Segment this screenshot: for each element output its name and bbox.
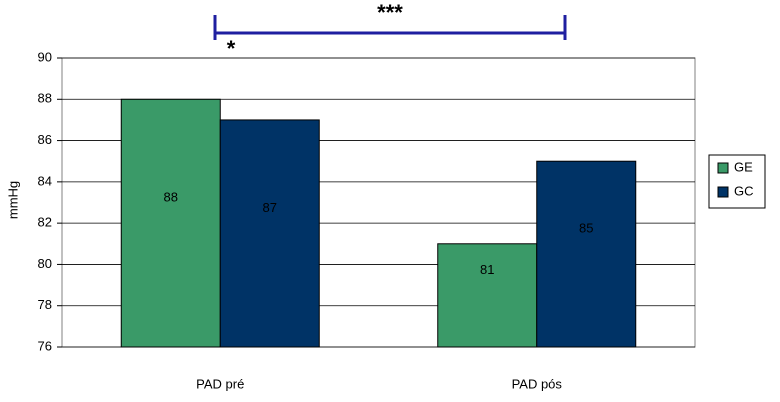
- y-tick-label: 86: [38, 132, 52, 147]
- y-tick-label: 90: [38, 49, 52, 64]
- annotation: ***: [377, 0, 403, 25]
- legend-label: GC: [734, 183, 754, 198]
- y-tick-label: 82: [38, 215, 52, 230]
- value-label: 81: [480, 262, 494, 277]
- y-tick-label: 80: [38, 256, 52, 271]
- bar: [120, 98, 221, 348]
- y-axis-label: mmHg: [5, 181, 20, 219]
- value-label: 88: [164, 190, 178, 205]
- y-tick-label: 84: [38, 173, 52, 188]
- annotation: *: [227, 36, 236, 61]
- bar: [437, 243, 538, 348]
- bar: [536, 160, 637, 348]
- x-tick-label: PAD pós: [512, 376, 563, 391]
- bracket-overall: [213, 15, 567, 40]
- value-label: 85: [579, 221, 593, 236]
- x-tick-label: PAD pré: [196, 376, 244, 391]
- bar: [219, 119, 320, 348]
- y-tick-label: 88: [38, 91, 52, 106]
- legend-swatch: [717, 162, 729, 174]
- legend-label: GE: [734, 159, 753, 174]
- y-tick-label: 78: [38, 297, 52, 312]
- y-tick-label: 76: [38, 338, 52, 353]
- legend-swatch: [717, 186, 729, 198]
- value-label: 87: [263, 200, 277, 215]
